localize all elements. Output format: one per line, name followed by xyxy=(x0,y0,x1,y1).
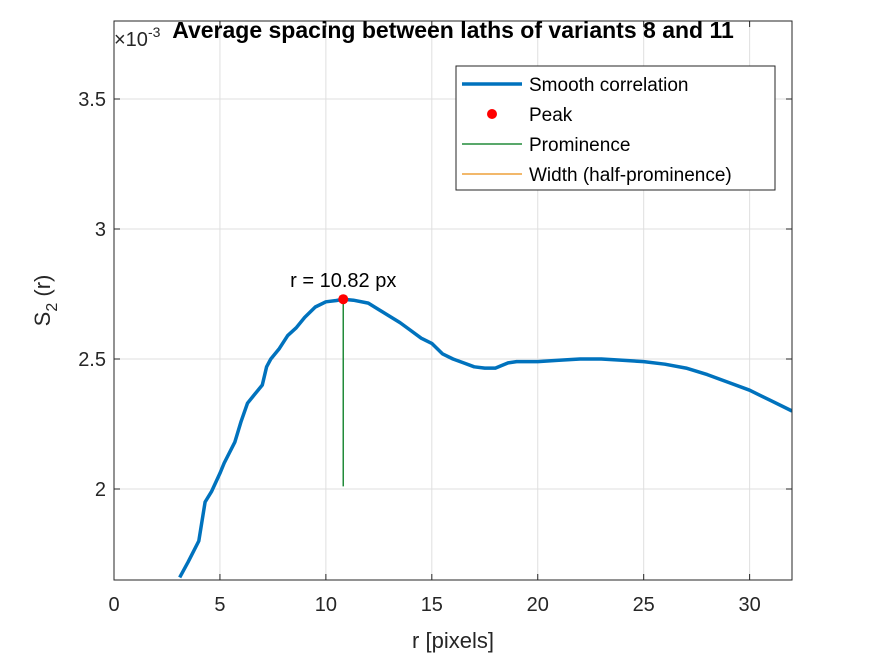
x-tick-label: 25 xyxy=(633,594,655,616)
x-tick-label: 0 xyxy=(108,594,119,616)
legend-label: Width (half-prominence) xyxy=(529,165,732,186)
legend-item: Smooth correlation xyxy=(462,75,688,96)
x-tick-label: 5 xyxy=(214,594,225,616)
legend-swatch-marker xyxy=(487,109,497,119)
y-tick-label: 2 xyxy=(95,479,106,501)
y-tick-label: 2.5 xyxy=(78,349,106,371)
legend-item: Prominence xyxy=(462,135,630,156)
x-tick-label: 20 xyxy=(527,594,549,616)
y-tick-label: 3 xyxy=(95,219,106,241)
exponent-label: ×10-3 xyxy=(114,24,161,51)
axes-box xyxy=(113,20,793,581)
x-tick-label: 15 xyxy=(421,594,443,616)
smooth-correlation-line xyxy=(178,297,792,579)
plot-data xyxy=(178,294,792,579)
legend-item: Peak xyxy=(487,105,573,126)
legend-item: Width (half-prominence) xyxy=(462,165,732,186)
legend-label: Smooth correlation xyxy=(529,75,688,96)
legend-box xyxy=(455,65,776,191)
x-tick-label: 30 xyxy=(739,594,761,616)
x-axis-label: r [pixels] xyxy=(412,628,494,653)
legend-label: Prominence xyxy=(529,135,630,156)
legend: Smooth correlation Peak Prominence Width (h… xyxy=(455,65,776,191)
x-tick-label: 10 xyxy=(315,594,337,616)
legend-label: Peak xyxy=(529,105,573,126)
y-axis-label: S2 (r) xyxy=(30,275,61,327)
ticks: 0 5 10 15 20 25 30 2 2.5 3 3.5 xyxy=(78,21,792,616)
peak-annotation: r = 10.82 px xyxy=(290,270,396,292)
chart-title: Average spacing between laths of variant… xyxy=(172,17,734,43)
y-tick-label: 3.5 xyxy=(78,89,106,111)
peak-marker xyxy=(338,294,349,305)
